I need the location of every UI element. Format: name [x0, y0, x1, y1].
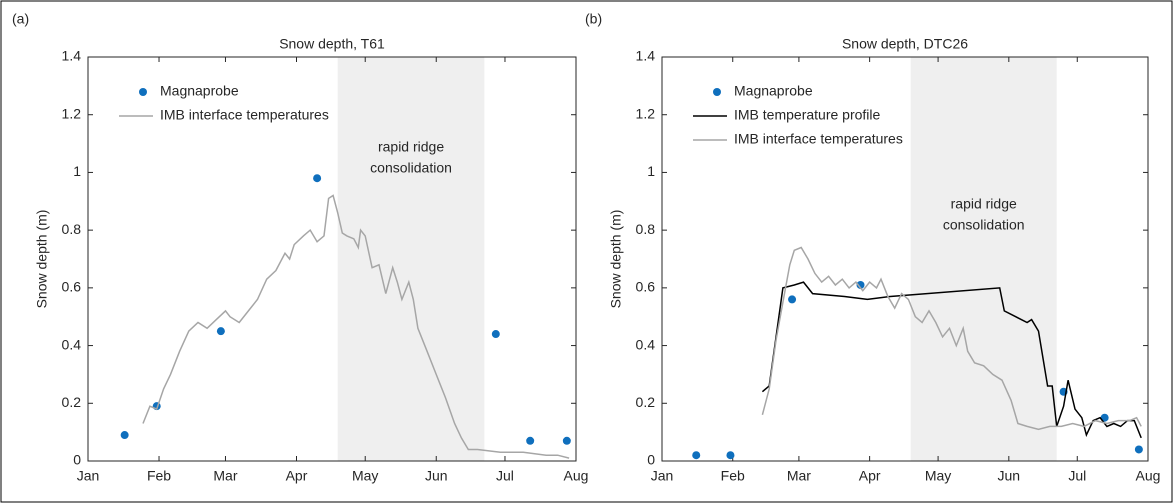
- x-tick-label: Mar: [213, 468, 237, 484]
- axes-box: [661, 56, 1149, 462]
- y-axis-label: Snow depth (m): [608, 210, 624, 309]
- x-tick-label: Jun: [425, 468, 448, 484]
- x-tick-label: Feb: [147, 468, 171, 484]
- data-point: [562, 436, 571, 445]
- x-tick-label: Apr: [286, 468, 308, 484]
- y-tick-label: 1: [647, 163, 655, 179]
- data-point: [692, 451, 701, 460]
- x-tick-label: May: [352, 468, 378, 484]
- chart-title: Snow depth, DTC26: [842, 36, 968, 52]
- data-point: [491, 330, 500, 339]
- legend-label: IMB temperature profile: [734, 107, 880, 123]
- panel-label: (a): [12, 11, 29, 27]
- legend-marker: [139, 88, 147, 96]
- x-tick-label: Jun: [998, 468, 1021, 484]
- y-tick-label: 0.2: [62, 394, 82, 410]
- data-line: [761, 246, 1142, 431]
- data-point: [120, 431, 129, 440]
- y-tick-label: 0: [73, 452, 81, 468]
- shaded-period: [910, 57, 1057, 461]
- y-tick-label: 0.6: [636, 279, 656, 295]
- y-tick-label: 1.4: [62, 48, 82, 64]
- x-tick-label: Aug: [1136, 468, 1161, 484]
- y-tick-label: 1: [73, 163, 81, 179]
- legend-label: IMB interface temperatures: [734, 131, 903, 147]
- x-tick-label: Jul: [496, 468, 514, 484]
- data-point: [313, 174, 322, 183]
- shade-annotation: consolidation: [370, 160, 452, 176]
- y-tick-label: 0: [647, 452, 655, 468]
- panel-label: (b): [585, 11, 602, 27]
- y-tick-label: 1.4: [636, 48, 656, 64]
- y-tick-label: 1.2: [62, 105, 82, 121]
- legend-label: IMB interface temperatures: [160, 107, 329, 123]
- x-tick-label: Jan: [77, 468, 100, 484]
- shade-annotation: rapid ridge: [378, 139, 444, 155]
- shaded-period: [337, 57, 485, 461]
- legend-label: Magnaprobe: [160, 83, 239, 99]
- data-point: [1100, 413, 1109, 422]
- y-axis-label: Snow depth (m): [34, 210, 50, 309]
- y-tick-label: 0.8: [62, 221, 82, 237]
- x-tick-label: Feb: [721, 468, 745, 484]
- data-point: [788, 295, 797, 304]
- y-tick-label: 0.6: [62, 279, 82, 295]
- axes-box: [87, 56, 577, 462]
- legend-label: Magnaprobe: [734, 83, 813, 99]
- x-tick-label: Aug: [564, 468, 589, 484]
- y-tick-label: 1.2: [636, 105, 656, 121]
- y-tick-label: 0.2: [636, 394, 656, 410]
- y-tick-label: 0.4: [636, 336, 656, 352]
- data-point: [1134, 445, 1143, 454]
- data-line: [142, 194, 570, 459]
- x-tick-label: Mar: [787, 468, 811, 484]
- data-point: [216, 327, 225, 336]
- x-tick-label: Jul: [1068, 468, 1086, 484]
- legend-marker: [713, 88, 721, 96]
- shade-annotation: rapid ridge: [951, 196, 1017, 212]
- y-tick-label: 0.4: [62, 336, 82, 352]
- data-point: [526, 436, 535, 445]
- data-point: [856, 280, 865, 289]
- data-line: [761, 281, 1142, 439]
- x-tick-label: Apr: [859, 468, 881, 484]
- chart-title: Snow depth, T61: [279, 36, 385, 52]
- data-point: [726, 451, 735, 460]
- shade-annotation: consolidation: [943, 217, 1025, 233]
- y-tick-label: 0.8: [636, 221, 656, 237]
- x-tick-label: May: [925, 468, 951, 484]
- x-tick-label: Jan: [651, 468, 674, 484]
